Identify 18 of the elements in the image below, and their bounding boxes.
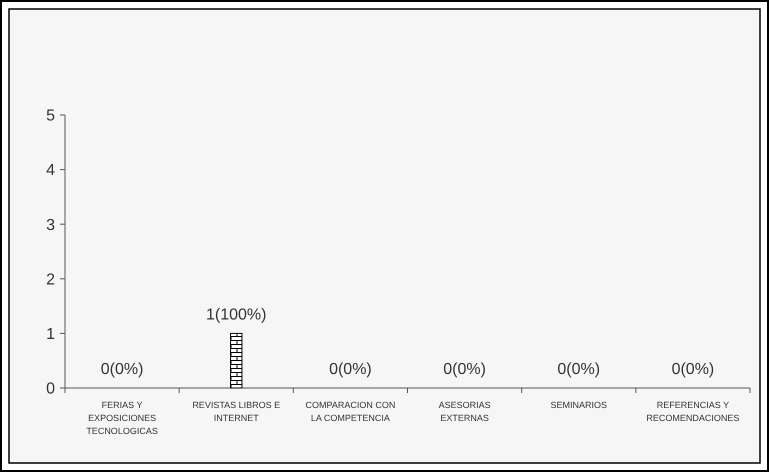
data-label: 0(0%) [100, 361, 144, 378]
data-label: 0(0%) [672, 361, 714, 378]
y-tick-label: 4 [46, 162, 56, 180]
x-tick-label: REFERENCIAS Y RECOMENDACIONES [646, 400, 740, 423]
data-label: 0(0%) [329, 361, 372, 378]
y-tick-label: 5 [46, 108, 56, 125]
x-tick-label: SEMINARIOS [550, 400, 608, 410]
y-tick-label: 3 [46, 216, 56, 234]
y-tick-label: 0 [46, 380, 56, 398]
data-label: 1(100%) [206, 306, 266, 324]
data-label: 0(0%) [443, 361, 486, 378]
x-tick-label: ASESORIAS EXTERNAS [438, 400, 491, 423]
x-tick-label: COMPARACION CON LA COMPETENCIA [305, 400, 396, 423]
data-label: 0(0%) [557, 361, 600, 378]
x-tick-label: FERIAS Y EXPOSICIONES TECNOLOGICAS [86, 400, 158, 436]
y-tick-label: 2 [46, 271, 56, 288]
x-tick-label: REVISTAS LIBROS E INTERNET [192, 400, 280, 423]
y-tick-label: 1 [46, 326, 56, 343]
